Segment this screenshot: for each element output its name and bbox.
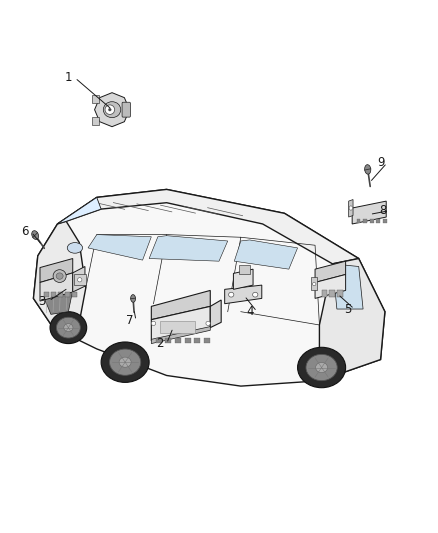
Ellipse shape [64,324,73,332]
Polygon shape [44,261,73,314]
Bar [72,292,77,297]
Ellipse shape [131,295,135,302]
Polygon shape [40,273,73,301]
Ellipse shape [101,342,149,382]
FancyBboxPatch shape [122,102,131,117]
Polygon shape [315,274,346,298]
Ellipse shape [119,357,131,367]
Polygon shape [319,259,385,381]
Bar [58,292,63,297]
Text: 4: 4 [247,305,254,318]
Polygon shape [233,269,253,289]
Ellipse shape [312,282,316,286]
Ellipse shape [103,102,121,118]
Polygon shape [332,264,363,309]
Bar [92,117,99,125]
Bar [184,338,191,343]
Bar [160,321,195,333]
Polygon shape [151,327,210,344]
Polygon shape [151,306,210,341]
Ellipse shape [316,362,328,373]
Text: 5: 5 [344,303,351,316]
Bar [370,219,374,223]
Ellipse shape [365,165,371,174]
Bar [155,338,162,343]
Polygon shape [352,201,386,224]
Bar [65,292,70,297]
Bar [363,219,367,223]
Bar [311,277,317,290]
Bar [44,292,49,297]
Ellipse shape [56,273,63,279]
Ellipse shape [297,348,346,387]
Text: 3: 3 [39,295,46,308]
Bar [165,338,171,343]
Ellipse shape [229,292,234,297]
Ellipse shape [105,105,115,115]
Ellipse shape [78,278,82,282]
Bar [376,219,380,223]
Ellipse shape [306,354,337,381]
Polygon shape [40,259,73,282]
Polygon shape [88,235,151,260]
Ellipse shape [349,206,353,210]
Polygon shape [151,290,210,320]
Bar [175,338,181,343]
Polygon shape [57,189,359,264]
Text: 2: 2 [156,337,164,350]
Polygon shape [33,189,385,386]
Bar [92,95,99,103]
Bar [357,219,360,223]
Ellipse shape [151,321,155,326]
Polygon shape [149,236,228,261]
Ellipse shape [50,312,87,344]
Polygon shape [33,221,86,328]
Ellipse shape [57,317,80,338]
Polygon shape [57,197,101,224]
Ellipse shape [253,292,258,297]
Bar [329,290,335,297]
Polygon shape [234,240,297,269]
Text: 9: 9 [377,156,384,169]
Bar [239,265,250,274]
Polygon shape [225,285,262,304]
Text: 6: 6 [21,225,28,238]
Bar [383,219,387,223]
Ellipse shape [206,321,210,326]
Ellipse shape [67,243,82,253]
Polygon shape [73,266,85,292]
Polygon shape [210,300,221,328]
Bar [337,290,343,297]
Bar [321,290,327,297]
Ellipse shape [109,108,111,111]
Polygon shape [315,261,346,282]
Polygon shape [349,199,353,217]
Text: 1: 1 [65,71,72,84]
Ellipse shape [53,270,66,282]
Bar [74,274,86,285]
Text: 7: 7 [126,314,133,327]
Bar [194,338,200,343]
Text: 8: 8 [379,204,386,217]
Bar [204,338,210,343]
Ellipse shape [32,231,39,239]
Ellipse shape [110,349,141,375]
Polygon shape [95,93,130,127]
Bar [51,292,56,297]
